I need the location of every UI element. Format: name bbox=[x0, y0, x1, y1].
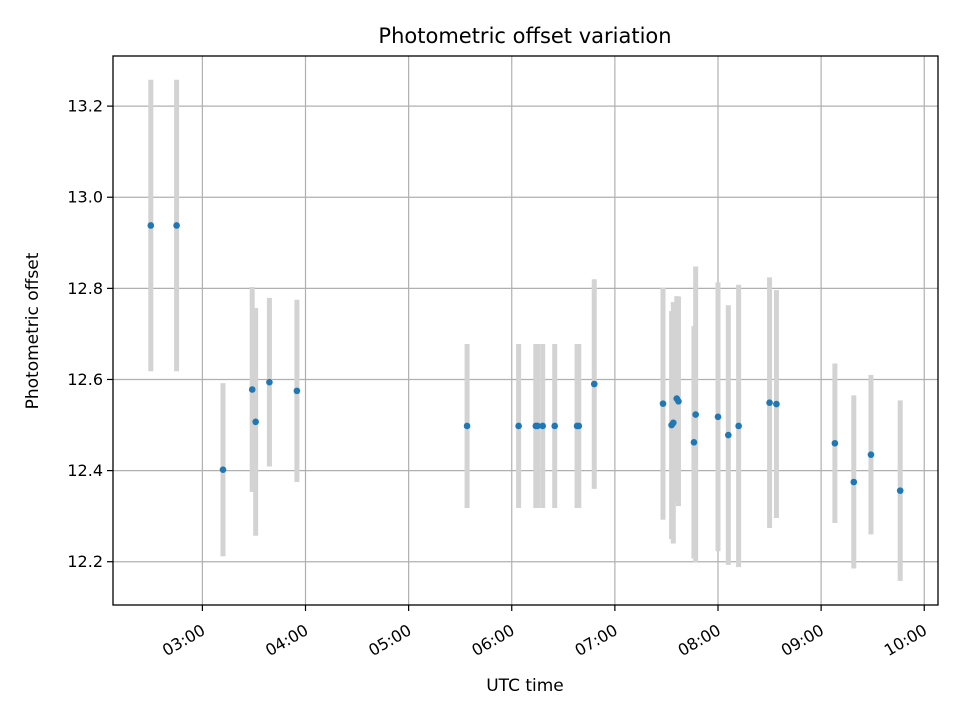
y-tick-label: 12.2 bbox=[67, 552, 103, 571]
data-point bbox=[515, 422, 522, 430]
data-point bbox=[590, 380, 598, 388]
y-tick-label: 13.2 bbox=[67, 97, 103, 116]
data-point bbox=[575, 422, 583, 430]
x-axis-label: UTC time bbox=[486, 676, 564, 696]
data-point bbox=[714, 413, 722, 421]
data-point bbox=[690, 439, 698, 446]
chart-title: Photometric offset variation bbox=[378, 24, 671, 48]
data-point bbox=[896, 487, 904, 494]
data-point bbox=[266, 378, 273, 386]
data-point bbox=[692, 411, 699, 418]
marker-layer bbox=[147, 222, 904, 494]
y-tick-label: 13.0 bbox=[67, 188, 103, 207]
data-point bbox=[831, 439, 839, 447]
data-point bbox=[252, 418, 259, 426]
data-point bbox=[725, 431, 732, 439]
y-tick-label: 12.8 bbox=[67, 279, 103, 298]
data-point bbox=[773, 400, 780, 408]
data-point bbox=[551, 422, 559, 430]
data-point bbox=[463, 422, 471, 430]
data-point bbox=[675, 398, 682, 405]
y-axis-label: Photometric offset bbox=[23, 252, 43, 409]
data-point bbox=[219, 466, 227, 473]
data-point bbox=[293, 387, 301, 395]
y-tick-label: 12.6 bbox=[67, 370, 103, 389]
data-point bbox=[850, 478, 858, 486]
data-point bbox=[248, 386, 256, 393]
data-point bbox=[670, 419, 677, 427]
data-point bbox=[766, 399, 773, 407]
plot-frame bbox=[112, 55, 939, 606]
data-point bbox=[867, 451, 875, 458]
y-tick-label: 12.4 bbox=[67, 461, 103, 480]
data-point bbox=[534, 422, 541, 430]
data-point bbox=[173, 222, 180, 229]
data-point bbox=[735, 422, 742, 430]
data-point bbox=[659, 400, 667, 407]
data-point bbox=[539, 422, 546, 430]
data-point bbox=[147, 222, 155, 229]
